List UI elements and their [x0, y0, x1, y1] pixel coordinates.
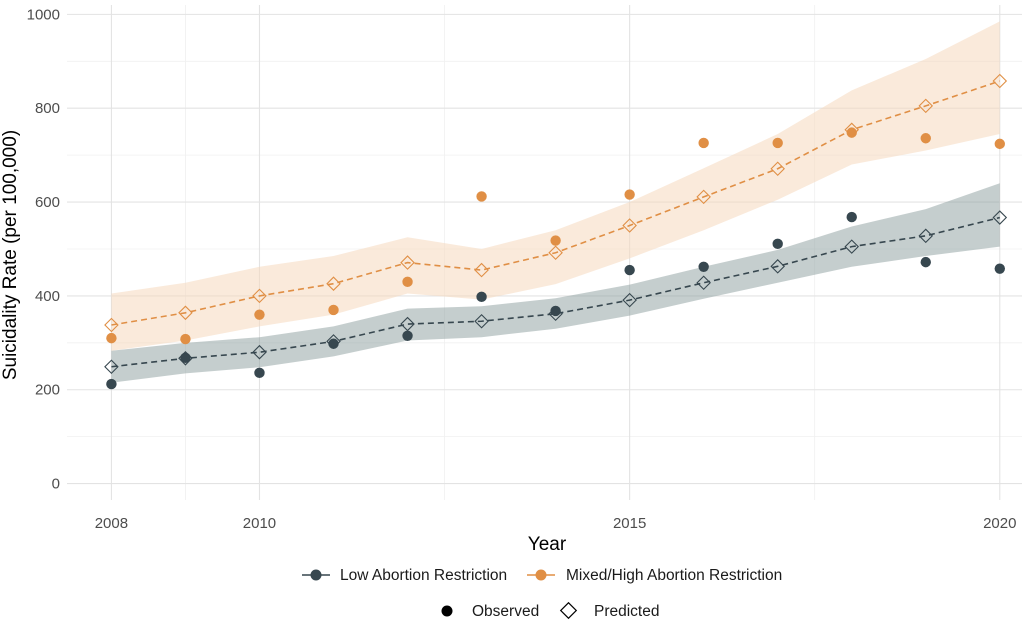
- observed-point-high: [180, 333, 191, 345]
- predicted-point-high: [622, 218, 637, 233]
- legend-observed-label: Observed: [472, 603, 539, 620]
- observed-point-high: [698, 137, 709, 149]
- legend-observed-marker: [441, 605, 453, 617]
- observed-point-low: [402, 330, 413, 341]
- predicted-point-high: [844, 122, 860, 138]
- observed-point-low: [550, 305, 561, 317]
- observed-point-low: [624, 264, 635, 276]
- observed-point-high: [550, 235, 561, 246]
- legend-predicted-label: Predicted: [594, 603, 659, 620]
- predicted-point-high: [696, 189, 711, 205]
- x-tick-label: 2015: [613, 515, 646, 532]
- observed-point-low: [180, 352, 191, 364]
- observed-point-low: [846, 211, 857, 223]
- y-tick-label: 1000: [27, 6, 60, 23]
- tick-labels: 0 200 400 600 800 1000 2008 2010 2015 2020: [27, 6, 1017, 532]
- predicted-point-high: [992, 73, 1008, 89]
- predicted-point-low: [178, 351, 193, 366]
- predicted-point-high: [104, 317, 119, 333]
- predicted-point-low: [918, 228, 934, 244]
- predicted-point-low: [474, 313, 489, 329]
- predicted-point-high: [326, 276, 341, 291]
- predicted-point-low: [326, 334, 341, 349]
- predicted-point-high: [770, 161, 785, 177]
- observed-point-high: [106, 332, 117, 344]
- legend-low-label: Low Abortion Restriction: [340, 567, 507, 584]
- legend-predicted-marker: [559, 601, 578, 620]
- predicted-point-low: [104, 359, 119, 375]
- predicted-point-high: [548, 245, 563, 261]
- observed-point-low: [328, 338, 339, 349]
- y-axis-title: Suicidality Rate (per 100,000): [0, 130, 21, 380]
- observed-point-low: [920, 256, 931, 268]
- x-tick-label: 2008: [95, 515, 128, 532]
- observed-point-low: [476, 291, 487, 303]
- predicted-point-low: [548, 306, 563, 322]
- observed-point-low: [698, 261, 709, 273]
- predicted-point-low: [992, 210, 1008, 225]
- predicted-point-high: [178, 305, 193, 321]
- observed-point-low: [772, 238, 783, 250]
- predicted-point-low: [770, 259, 785, 274]
- predicted-point-high: [918, 98, 934, 114]
- predicted-point-low: [844, 239, 860, 254]
- predicted-point-low: [252, 344, 267, 360]
- y-tick-label: 400: [35, 288, 60, 305]
- observed-point-high: [994, 138, 1005, 150]
- confidence-band-low: [111, 183, 1000, 383]
- observed-point-high: [624, 189, 635, 200]
- observed-point-low: [994, 263, 1005, 274]
- y-tick-label: 600: [35, 194, 60, 211]
- observed-point-high: [772, 137, 783, 149]
- confidence-band-high: [111, 21, 1000, 351]
- predicted-line-low: [111, 216, 1000, 368]
- predicted-point-high: [400, 255, 415, 270]
- y-tick-label: 200: [35, 382, 60, 399]
- legend: Low Abortion Restriction Mixed/High Abor…: [302, 567, 782, 620]
- x-tick-label: 2010: [243, 515, 276, 532]
- y-tick-label: 0: [52, 476, 60, 493]
- predicted-point-low: [622, 292, 637, 308]
- y-tick-label: 800: [35, 100, 60, 117]
- observed-point-high: [920, 133, 931, 144]
- x-axis-title: Year: [528, 534, 567, 555]
- legend-low-dot: [310, 569, 322, 581]
- observed-point-low: [106, 378, 117, 390]
- legend-high-label: Mixed/High Abortion Restriction: [566, 567, 782, 584]
- predicted-point-low: [400, 316, 415, 332]
- observed-point-high: [476, 191, 487, 202]
- confidence-bands: [111, 21, 1000, 383]
- observed-point-high: [846, 127, 857, 138]
- observed-point-high: [254, 309, 265, 320]
- observed-point-high: [328, 304, 339, 316]
- observed-point-high: [402, 276, 413, 288]
- predicted-point-high: [252, 288, 267, 304]
- legend-high-dot: [535, 569, 547, 581]
- observed-point-low: [254, 367, 265, 379]
- data-points: [104, 73, 1008, 390]
- predicted-point-high: [474, 262, 489, 278]
- x-tick-label: 2020: [983, 515, 1016, 532]
- predicted-point-low: [696, 275, 711, 291]
